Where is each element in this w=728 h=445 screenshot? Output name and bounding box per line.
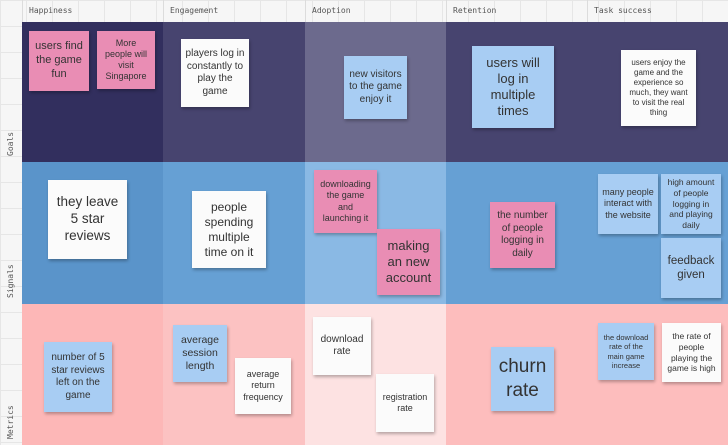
sticky-note[interactable]: making an new account	[377, 229, 440, 295]
sticky-note[interactable]: the rate of people playing the game is h…	[662, 323, 721, 382]
sticky-note[interactable]: users enjoy the game and the experience …	[621, 50, 696, 126]
row-label-metrics: Metrics	[6, 405, 15, 439]
row-label-goals-cell: Goals	[0, 22, 22, 162]
sticky-note[interactable]: users will log in multiple times	[472, 46, 554, 128]
sticky-note[interactable]: new visitors to the game enjoy it	[344, 56, 407, 119]
sticky-note[interactable]: average session length	[173, 325, 227, 382]
sticky-note[interactable]: players log in constantly to play the ga…	[181, 39, 249, 107]
sticky-note[interactable]: feedback given	[661, 238, 721, 298]
sticky-note[interactable]: More people will visit Singapore	[97, 31, 155, 89]
sticky-note[interactable]: they leave 5 star reviews	[48, 180, 127, 259]
row-label-metrics-cell: Metrics	[0, 304, 22, 445]
sticky-note[interactable]: download rate	[313, 317, 371, 375]
column-header-adoption: Adoption	[305, 0, 446, 22]
sticky-note[interactable]: the download rate of the main game incre…	[598, 323, 654, 380]
sticky-note[interactable]: many people interact with the website	[598, 174, 658, 234]
column-header-engagement: Engagement	[163, 0, 305, 22]
sticky-note[interactable]: high amount of people logging in and pla…	[661, 174, 721, 234]
column-header-happiness: Happiness	[22, 0, 163, 22]
row-label-signals: Signals	[6, 264, 15, 298]
row-label-signals-cell: Signals	[0, 162, 22, 304]
sticky-note[interactable]: churn rate	[491, 347, 554, 411]
sticky-note[interactable]: people spending multiple time on it	[192, 191, 266, 268]
sticky-note[interactable]: the number of people logging in daily	[490, 202, 555, 268]
sticky-note[interactable]: number of 5 star reviews left on the gam…	[44, 342, 112, 412]
sticky-note[interactable]: average return frequency	[235, 358, 291, 414]
sticky-note[interactable]: registration rate	[376, 374, 434, 432]
row-label-goals: Goals	[6, 131, 15, 156]
column-header-retention: Retention	[446, 0, 587, 22]
sticky-note[interactable]: downloading the game and launching it	[314, 170, 377, 233]
sticky-note[interactable]: users find the game fun	[29, 31, 89, 91]
column-header-task-success: Task success	[587, 0, 728, 22]
